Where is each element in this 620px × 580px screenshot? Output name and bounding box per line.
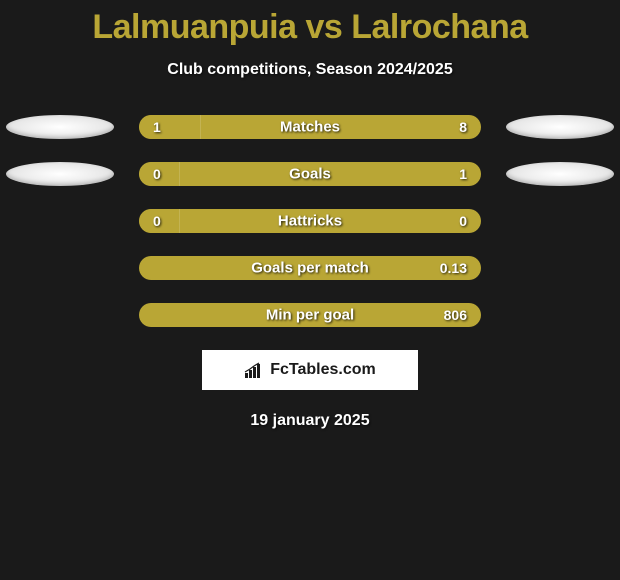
fctables-logo: FcTables.com xyxy=(202,350,418,390)
stat-row: Goals per match 0.13 xyxy=(0,256,620,280)
stat-value-right: 1 xyxy=(459,166,467,182)
stat-row: Goals 0 1 xyxy=(0,162,620,186)
comparison-title: Lalmuanpuia vs Lalrochana xyxy=(0,0,620,47)
player-left-badge xyxy=(6,162,114,186)
bar-chart-icon xyxy=(244,361,264,379)
player-right-badge xyxy=(506,162,614,186)
stat-value-right: 8 xyxy=(459,119,467,135)
stat-bar: Hattricks 0 0 xyxy=(139,209,481,233)
comparison-chart: Matches 1 8 Goals 0 1 Hattricks 0 0 Goals per mat… xyxy=(0,115,620,327)
stat-value-left: 0 xyxy=(153,166,161,182)
stat-value-right: 0.13 xyxy=(440,260,467,276)
player-left-badge xyxy=(6,115,114,139)
stat-value-left: 1 xyxy=(153,119,161,135)
stat-label: Min per goal xyxy=(266,307,354,324)
stat-row: Matches 1 8 xyxy=(0,115,620,139)
stat-label: Goals xyxy=(289,166,331,183)
stat-bar-left xyxy=(139,115,201,139)
stat-label: Goals per match xyxy=(251,260,369,277)
stat-value-right: 806 xyxy=(444,307,467,323)
stat-label: Matches xyxy=(280,119,340,136)
date-label: 19 january 2025 xyxy=(0,412,620,430)
stat-bar: Goals per match 0.13 xyxy=(139,256,481,280)
stat-row: Hattricks 0 0 xyxy=(0,209,620,233)
logo-text: FcTables.com xyxy=(270,361,376,379)
stat-value-left: 0 xyxy=(153,213,161,229)
stat-bar: Matches 1 8 xyxy=(139,115,481,139)
player-right-badge xyxy=(506,115,614,139)
stat-bar: Min per goal 806 xyxy=(139,303,481,327)
stat-row: Min per goal 806 xyxy=(0,303,620,327)
subtitle: Club competitions, Season 2024/2025 xyxy=(0,61,620,79)
stat-label: Hattricks xyxy=(278,213,342,230)
stat-bar: Goals 0 1 xyxy=(139,162,481,186)
stat-value-right: 0 xyxy=(459,213,467,229)
